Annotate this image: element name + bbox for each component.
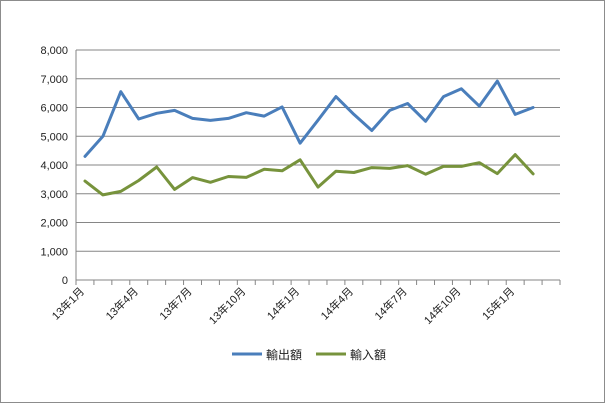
x-tick-label: 14年7月 (371, 284, 409, 322)
y-tick-label: 4,000 (40, 160, 68, 172)
legend-label-import: 輸入額 (350, 347, 386, 362)
x-tick-label: 13年7月 (156, 284, 194, 322)
y-axis-tick-labels: 0 1,000 2,000 3,000 4,000 5,000 6,000 7,000 8,00… (40, 45, 68, 287)
series-lines (83, 79, 535, 197)
y-tick-label: 1,000 (40, 246, 68, 258)
x-tick-label: 14年4月 (318, 284, 356, 322)
x-tick-label: 13年4月 (102, 284, 140, 322)
y-tick-label: 5,000 (40, 131, 68, 143)
x-tick-label: 14年10月 (421, 284, 464, 327)
x-axis-tick-labels: 13年1月 13年4月 13年7月 13年10月 14年1月 14年4月 14年7月 14年1… (49, 284, 518, 327)
axes (75, 50, 561, 285)
legend: 輸出額 輸入額 (232, 347, 386, 362)
y-tick-label: 2,000 (40, 218, 68, 230)
x-tick-label: 15年1月 (479, 284, 517, 322)
y-tick-label: 8,000 (40, 45, 68, 57)
x-tick-label: 14年1月 (264, 284, 302, 322)
y-tick-label: 7,000 (40, 74, 68, 86)
y-tick-label: 3,000 (40, 189, 68, 201)
x-tick-label: 13年1月 (49, 284, 87, 322)
series-line-0 (83, 79, 535, 158)
y-tick-label: 0 (62, 275, 68, 287)
series-line-1 (83, 153, 535, 197)
y-tick-label: 6,000 (40, 103, 68, 115)
x-tick-label: 13年10月 (206, 284, 249, 327)
legend-label-export: 輸出額 (266, 347, 302, 362)
gridlines (76, 49, 560, 252)
